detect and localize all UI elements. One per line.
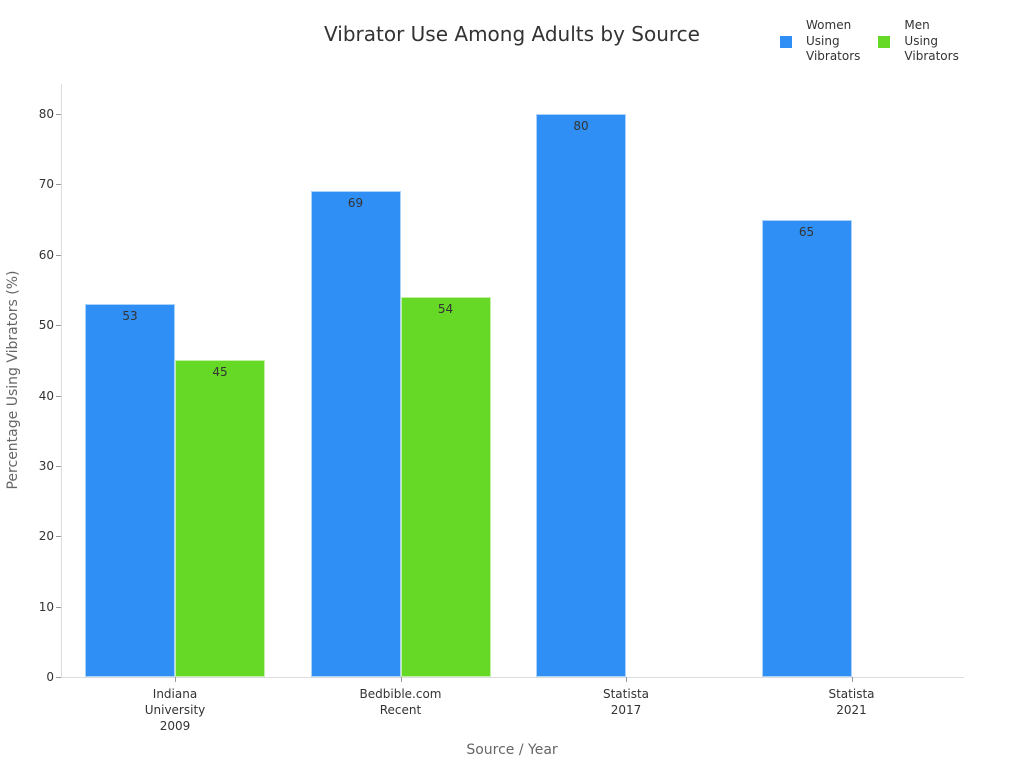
legend-item[interactable]: Women Using Vibrators — [780, 18, 860, 65]
legend-label: Men Using Vibrators — [904, 18, 959, 63]
bar[interactable]: 65 — [761, 219, 852, 677]
y-tick-label: 0 — [46, 670, 54, 684]
bar[interactable]: 53 — [85, 304, 175, 677]
x-tick-label: Bedbible.com Recent — [359, 687, 442, 717]
bar[interactable]: 45 — [175, 360, 265, 677]
y-tick-label: 20 — [38, 529, 54, 544]
legend-swatch — [780, 36, 792, 48]
y-tick-label: 80 — [38, 107, 54, 121]
x-tick — [851, 677, 853, 682]
legend-item[interactable]: Men Using Vibrators — [878, 18, 959, 65]
x-axis-title: Source / Year — [466, 742, 558, 758]
legend-label: Women Using Vibrators — [806, 18, 861, 63]
legend: Women Using Vibrators Men Using Vibrators — [780, 18, 959, 65]
bar-value-label: 54 — [437, 301, 454, 316]
y-tick-label: 10 — [38, 599, 54, 614]
y-tick-label: 60 — [38, 247, 54, 262]
y-tick — [56, 677, 61, 678]
x-tick-label: Statista 2021 — [828, 687, 875, 717]
x-tick — [400, 677, 402, 682]
chart-title: Vibrator Use Among Adults by Source — [324, 22, 700, 46]
bar[interactable]: 80 — [536, 114, 626, 677]
bar-value-label: 80 — [573, 119, 589, 133]
y-tick — [56, 536, 61, 538]
y-tick — [56, 114, 61, 115]
bar[interactable]: 69 — [310, 191, 401, 677]
y-tick — [56, 465, 61, 467]
plot-area: 0 10 20 30 40 50 60 70 80 53 45 Indiana University … — [39, 84, 964, 733]
y-tick — [56, 254, 61, 256]
bar-value-label: 69 — [347, 196, 364, 211]
y-tick-label: 70 — [38, 177, 54, 192]
y-tick-label: 50 — [38, 318, 54, 333]
bar[interactable]: 54 — [400, 296, 491, 677]
x-tick-label: Indiana University 2009 — [144, 687, 206, 733]
legend-swatch — [878, 36, 891, 48]
bar-value-label: 65 — [798, 224, 815, 239]
y-tick — [56, 606, 61, 608]
y-tick — [56, 325, 61, 327]
y-tick-label: 40 — [38, 388, 54, 403]
y-tick — [56, 184, 61, 186]
y-axis-title: Percentage Using Vibrators (%) — [5, 270, 21, 490]
y-tick — [56, 395, 61, 397]
bar-value-label: 53 — [122, 309, 138, 324]
x-tick — [175, 677, 176, 682]
bar-value-label: 45 — [212, 365, 228, 380]
y-tick-label: 30 — [38, 458, 54, 473]
x-tick — [626, 677, 627, 682]
x-tick-label: Statista 2017 — [602, 687, 650, 717]
